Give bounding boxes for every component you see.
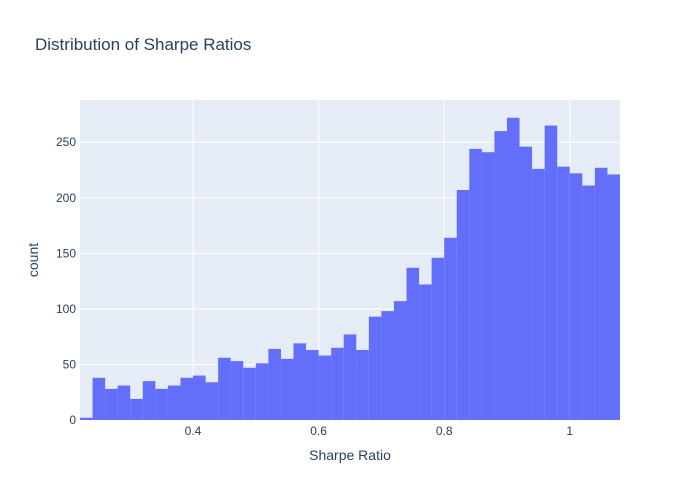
y-tick-label: 50 — [63, 357, 77, 371]
histogram-bar — [331, 347, 344, 420]
histogram-bar — [494, 131, 507, 420]
histogram-bar — [318, 355, 332, 420]
y-axis-title: count — [25, 243, 41, 277]
x-axis-title: Sharpe Ratio — [309, 447, 391, 463]
histogram-bar — [569, 173, 583, 420]
histogram-bar — [180, 377, 194, 420]
x-tick-label: 0.8 — [436, 424, 453, 438]
histogram-bar — [130, 398, 143, 420]
histogram-bar — [243, 367, 256, 420]
bars — [80, 117, 620, 421]
histogram-bar — [280, 358, 294, 420]
histogram-bar — [469, 148, 482, 420]
histogram-bar — [532, 168, 545, 420]
histogram-bar — [293, 343, 307, 420]
y-axis-ticks: 0 50 100 150 200 250 — [56, 135, 76, 427]
histogram-bar — [155, 388, 168, 420]
x-axis-ticks: 0.4 0.6 0.8 1 — [185, 424, 574, 438]
x-tick-label: 0.6 — [310, 424, 327, 438]
histogram-bar — [506, 117, 520, 421]
histogram-bar — [343, 334, 357, 420]
histogram-bar — [230, 361, 244, 420]
y-tick-label: 100 — [56, 302, 76, 316]
histogram-bar — [393, 301, 407, 420]
histogram-bar — [306, 350, 319, 420]
histogram-bar — [406, 267, 420, 420]
histogram-bar — [255, 363, 269, 420]
x-tick-label: 0.4 — [185, 424, 202, 438]
histogram-bar — [456, 190, 470, 420]
y-tick-label: 250 — [56, 135, 76, 149]
histogram-bar — [268, 348, 281, 420]
histogram-bar — [92, 377, 106, 420]
histogram-bar — [419, 284, 432, 420]
histogram-bar — [368, 316, 382, 420]
histogram-bar — [167, 385, 181, 420]
x-tick-label: 1 — [566, 424, 573, 438]
histogram-bar — [356, 350, 369, 420]
histogram-bar — [80, 417, 93, 420]
histogram-bar — [519, 146, 533, 420]
histogram-bar — [193, 375, 206, 420]
histogram-bar — [218, 357, 231, 420]
histogram-bar — [594, 167, 608, 420]
histogram-bar — [544, 125, 558, 421]
histogram-bar — [205, 382, 219, 420]
histogram-bar — [117, 385, 131, 420]
histogram-bar — [105, 388, 118, 420]
histogram-bar — [607, 174, 620, 420]
y-tick-label: 200 — [56, 191, 76, 205]
histogram-bar — [381, 311, 394, 420]
histogram-bar — [142, 381, 156, 420]
histogram-bar — [444, 237, 457, 420]
y-tick-label: 150 — [56, 246, 76, 260]
histogram-bar — [481, 152, 495, 420]
histogram-bar — [557, 166, 570, 420]
histogram-bar — [582, 185, 595, 420]
histogram-bar — [431, 257, 445, 420]
chart-title: Distribution of Sharpe Ratios — [35, 35, 251, 54]
y-tick-label: 0 — [69, 413, 76, 427]
